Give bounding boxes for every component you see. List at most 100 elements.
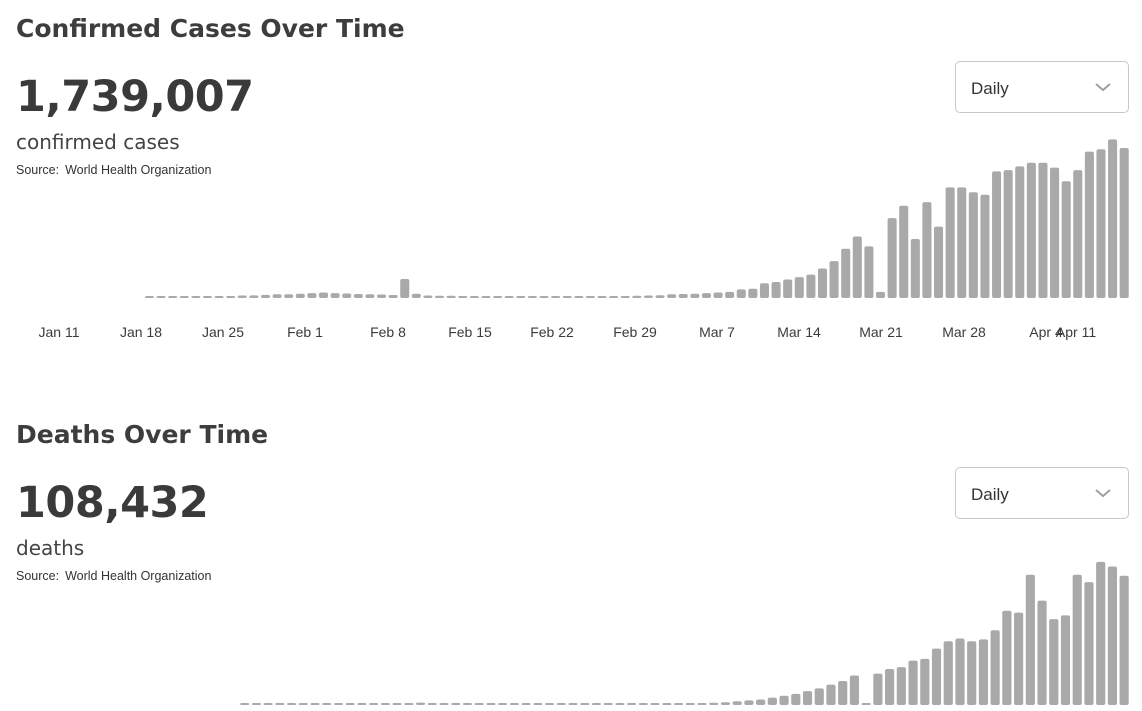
bar: [298, 703, 308, 705]
bar: [732, 701, 742, 705]
bar: [1025, 574, 1035, 705]
bar: [632, 295, 642, 298]
bar: [435, 295, 445, 298]
bar: [968, 192, 978, 298]
x-tick-label: Apr 4: [1029, 324, 1063, 340]
x-tick-label: Jan 11: [39, 324, 80, 340]
bar: [574, 296, 584, 298]
bar: [533, 703, 543, 705]
bar: [1003, 170, 1013, 298]
bar: [609, 296, 619, 298]
bar: [899, 205, 909, 298]
bar: [1119, 147, 1129, 298]
bar: [481, 296, 491, 298]
deaths-chart-title: Deaths Over Time: [16, 420, 269, 449]
bar: [910, 238, 920, 298]
bar: [322, 703, 332, 705]
cases-interval-dropdown[interactable]: Daily: [955, 61, 1129, 113]
bar: [415, 702, 426, 705]
bar: [627, 703, 637, 705]
bar: [650, 703, 660, 705]
bar: [585, 296, 595, 298]
cases-chart-title: Confirmed Cases Over Time: [16, 14, 405, 43]
bar: [720, 702, 731, 705]
source-value: World Health Organization: [65, 569, 212, 583]
bar: [580, 703, 590, 705]
bar: [272, 294, 282, 298]
bar: [516, 296, 526, 298]
x-tick-label: Feb 8: [370, 324, 406, 340]
bar: [539, 296, 549, 298]
source-label: Source:: [16, 163, 60, 177]
bar: [1108, 139, 1118, 298]
chevron-down-icon: [1095, 83, 1111, 92]
bar: [794, 277, 804, 298]
bar: [544, 703, 555, 705]
bar: [469, 296, 479, 298]
bar: [849, 675, 860, 705]
x-tick-label: Jan 25: [202, 324, 244, 340]
bar: [365, 294, 375, 298]
bar: [1014, 612, 1024, 705]
bar: [934, 226, 944, 298]
deaths-bar-chart: [240, 561, 1129, 705]
bar: [638, 703, 648, 705]
cases-bar-chart: Jan 11 Jan 18 Jan 25 Feb 1 Feb 8 Feb 15 Feb 22…: [39, 139, 1129, 340]
bar: [990, 630, 1000, 705]
bar: [404, 703, 414, 705]
bar: [992, 171, 1002, 298]
bar: [1061, 181, 1071, 298]
bar: [260, 294, 271, 298]
bar: [284, 294, 294, 298]
bar: [725, 291, 735, 298]
bar: [226, 296, 236, 298]
x-tick-label: Apr 11: [1056, 324, 1096, 340]
bar: [873, 673, 883, 705]
bar: [756, 699, 766, 705]
bar: [713, 292, 723, 298]
bar: [562, 296, 572, 298]
bar: [838, 680, 848, 705]
bar: [701, 293, 711, 298]
bar: [767, 697, 777, 705]
bar: [493, 296, 503, 298]
deaths-subtitle: deaths: [16, 536, 85, 560]
bar: [597, 296, 607, 298]
bar: [1084, 151, 1094, 298]
bar: [759, 283, 769, 298]
x-tick-label: Mar 28: [942, 324, 986, 340]
bar: [697, 703, 707, 705]
bar: [458, 296, 468, 298]
bar: [945, 187, 955, 298]
x-tick-label: Feb 15: [448, 324, 492, 340]
bar: [144, 296, 154, 298]
bar: [168, 296, 178, 298]
bar: [655, 295, 665, 298]
bar: [861, 703, 871, 705]
deaths-interval-dropdown[interactable]: Daily: [955, 467, 1129, 519]
bar: [377, 294, 387, 298]
bar: [591, 703, 602, 705]
bar: [1072, 574, 1082, 705]
bar: [1084, 582, 1094, 705]
bar: [1026, 162, 1036, 298]
cases-source: Source: World Health Organization: [16, 163, 211, 177]
bar: [1060, 615, 1071, 705]
bar: [908, 660, 918, 705]
bar: [400, 278, 410, 298]
bar: [1049, 619, 1059, 705]
x-tick-label: Mar 7: [699, 324, 735, 340]
bar: [1037, 600, 1047, 705]
bar: [179, 296, 189, 298]
confirmed-cases-section: Confirmed Cases Over Time 1,739,007 conf…: [16, 14, 1129, 340]
bar: [504, 296, 514, 298]
bar: [1038, 162, 1048, 298]
x-tick-label: Feb 29: [613, 324, 657, 340]
bar: [249, 295, 259, 298]
bar: [896, 667, 906, 705]
bar: [980, 194, 990, 298]
bar: [392, 703, 402, 705]
bar: [817, 268, 828, 298]
bar: [779, 695, 789, 705]
x-tick-label: Mar 21: [859, 324, 903, 340]
